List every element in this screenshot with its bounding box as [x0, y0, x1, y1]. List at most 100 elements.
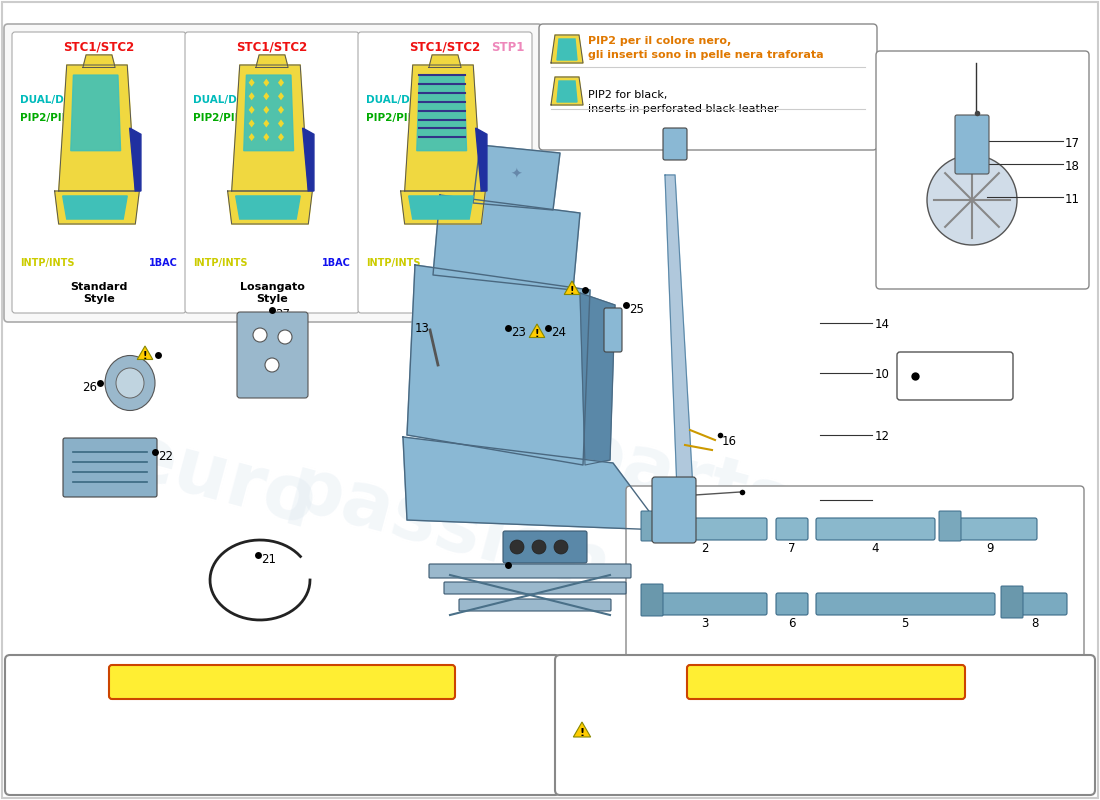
Text: STC1/STC2: STC1/STC2: [409, 41, 481, 54]
FancyBboxPatch shape: [688, 665, 965, 699]
Text: 14: 14: [874, 318, 890, 331]
Polygon shape: [138, 346, 153, 359]
Text: DUAL/DAAL: DUAL/DAAL: [366, 95, 432, 105]
Polygon shape: [55, 191, 140, 224]
Text: = 1: = 1: [925, 367, 952, 381]
FancyBboxPatch shape: [1003, 593, 1067, 615]
Text: 22: 22: [158, 450, 173, 463]
Text: : cavallino piccolo stampato - small embossed Cavallino logo: : cavallino piccolo stampato - small emb…: [52, 738, 374, 748]
Polygon shape: [263, 106, 270, 114]
Polygon shape: [263, 78, 270, 86]
Text: : cavallino piccolo ricamato - small embroidered Cavallino logo: : cavallino piccolo ricamato - small emb…: [56, 756, 385, 766]
Text: Standard
Style: Standard Style: [70, 282, 128, 304]
FancyBboxPatch shape: [444, 582, 626, 594]
Text: 17: 17: [1065, 137, 1080, 150]
Polygon shape: [278, 133, 284, 141]
Circle shape: [278, 330, 292, 344]
FancyBboxPatch shape: [776, 593, 808, 615]
Polygon shape: [263, 119, 270, 127]
FancyBboxPatch shape: [896, 352, 1013, 400]
Text: When ordering the complete seat, specify the option code for the Cavallino logo : When ordering the complete seat, specify…: [20, 720, 584, 730]
Text: 10: 10: [874, 368, 890, 381]
Polygon shape: [249, 92, 254, 100]
Polygon shape: [666, 175, 693, 490]
Text: PIP2/PIP3: PIP2/PIP3: [192, 113, 250, 123]
Polygon shape: [403, 437, 663, 530]
Polygon shape: [417, 75, 466, 150]
Text: 21: 21: [261, 553, 276, 566]
Text: gli inserti sono in pelle nera traforata: gli inserti sono in pelle nera traforata: [588, 50, 824, 60]
Text: 26: 26: [82, 381, 97, 394]
Text: 11: 11: [1065, 193, 1080, 206]
Polygon shape: [302, 128, 313, 191]
Polygon shape: [475, 128, 487, 191]
Circle shape: [510, 540, 524, 554]
FancyBboxPatch shape: [939, 511, 961, 541]
Text: 25: 25: [629, 303, 644, 316]
Polygon shape: [249, 106, 254, 114]
Polygon shape: [407, 265, 590, 465]
Text: 20: 20: [512, 563, 526, 576]
FancyBboxPatch shape: [556, 655, 1094, 795]
FancyBboxPatch shape: [641, 584, 663, 616]
Polygon shape: [63, 196, 128, 219]
Text: euro: euro: [116, 419, 324, 541]
Text: parts: parts: [561, 415, 799, 545]
Polygon shape: [551, 77, 583, 105]
FancyBboxPatch shape: [955, 115, 989, 174]
Text: 16: 16: [722, 435, 737, 448]
FancyBboxPatch shape: [459, 599, 610, 611]
Text: 27: 27: [275, 308, 290, 321]
Polygon shape: [278, 119, 284, 127]
Polygon shape: [429, 55, 461, 67]
FancyBboxPatch shape: [503, 531, 587, 563]
Circle shape: [265, 358, 279, 372]
Text: In presenza di sigla OPT definire il colore durante l'inserimento: In presenza di sigla OPT definire il col…: [600, 705, 975, 715]
Polygon shape: [409, 196, 473, 219]
FancyBboxPatch shape: [943, 518, 1037, 540]
Text: STC1/STC2: STC1/STC2: [236, 41, 308, 54]
Polygon shape: [580, 293, 615, 465]
Text: 13: 13: [415, 322, 430, 335]
Text: DUAL/DAAL: DUAL/DAAL: [192, 95, 260, 105]
FancyBboxPatch shape: [626, 486, 1084, 704]
Text: PIP2 per il colore nero,: PIP2 per il colore nero,: [588, 36, 732, 46]
Text: STC1/STC2: STC1/STC2: [64, 41, 134, 54]
Polygon shape: [70, 75, 121, 150]
FancyBboxPatch shape: [109, 665, 455, 699]
Text: INTP/INTS: INTP/INTS: [20, 258, 75, 268]
FancyBboxPatch shape: [876, 51, 1089, 289]
Polygon shape: [130, 128, 141, 191]
Text: 7: 7: [789, 542, 795, 555]
FancyBboxPatch shape: [604, 308, 622, 352]
Text: 19: 19: [874, 495, 890, 508]
Text: INTP/INTS: INTP/INTS: [192, 258, 248, 268]
FancyBboxPatch shape: [776, 518, 808, 540]
Polygon shape: [573, 722, 591, 737]
Text: 1CAV: 1CAV: [20, 738, 51, 748]
Text: 23: 23: [512, 326, 526, 339]
FancyBboxPatch shape: [816, 593, 996, 615]
Polygon shape: [249, 78, 254, 86]
FancyBboxPatch shape: [1001, 586, 1023, 618]
Text: PIP2/PIP3: PIP2/PIP3: [366, 113, 422, 123]
Ellipse shape: [116, 368, 144, 398]
FancyBboxPatch shape: [6, 655, 560, 795]
Text: All'ordine del sedile completo, specificare la sigla optional cavallino dell'app: All'ordine del sedile completo, specific…: [20, 705, 541, 715]
Text: ✦: ✦: [510, 168, 521, 182]
Polygon shape: [278, 106, 284, 114]
Text: passion: passion: [280, 451, 619, 609]
Text: 3: 3: [702, 617, 708, 630]
Text: !: !: [143, 351, 147, 361]
Polygon shape: [244, 75, 294, 150]
Text: dell'ordine a sistema tramite la griglia colori associata: dell'ordine a sistema tramite la griglia…: [600, 720, 923, 730]
Polygon shape: [249, 133, 254, 141]
Text: PIP2/PIP3: PIP2/PIP3: [20, 113, 77, 123]
Text: DUAL/DAAL: DUAL/DAAL: [20, 95, 87, 105]
Polygon shape: [235, 196, 300, 219]
Text: 5: 5: [901, 617, 909, 630]
Polygon shape: [400, 191, 485, 224]
Polygon shape: [278, 78, 284, 86]
Text: 6: 6: [789, 617, 795, 630]
Polygon shape: [405, 65, 482, 191]
